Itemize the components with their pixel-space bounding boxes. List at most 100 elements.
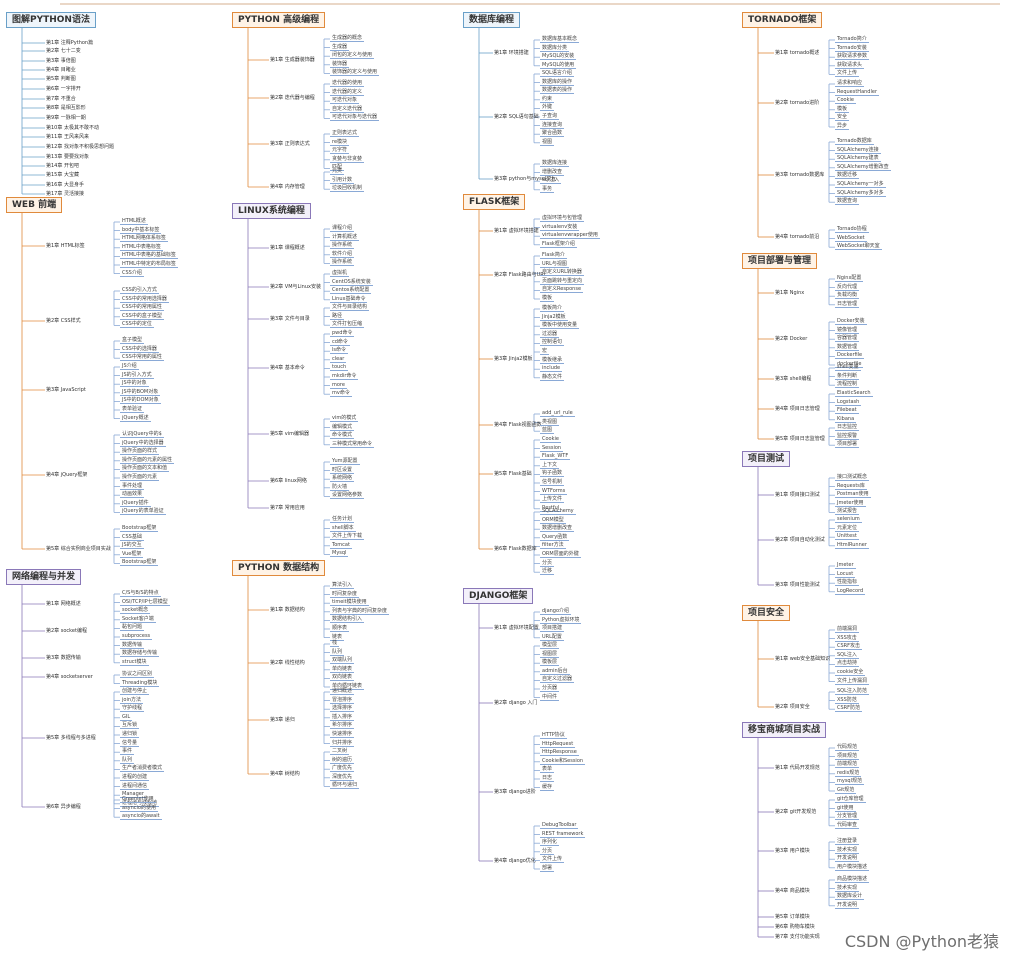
chapter-node[interactable]: 第5章 判断图 bbox=[46, 76, 76, 82]
leaf-node[interactable]: 迭代器的定义 bbox=[330, 88, 365, 96]
leaf-node[interactable]: Vue框架 bbox=[120, 550, 144, 558]
leaf-node[interactable]: 模板层 bbox=[540, 659, 560, 667]
leaf-node[interactable]: 文件与目录结构 bbox=[330, 304, 370, 311]
leaf-node[interactable]: pwd命令 bbox=[330, 330, 355, 337]
leaf-node[interactable]: jQuery概述 bbox=[120, 414, 151, 422]
topic-node[interactable]: 项目部署与管理 bbox=[742, 253, 818, 269]
leaf-node[interactable]: 虚拟机 bbox=[330, 270, 350, 277]
leaf-node[interactable]: CSS中的定位 bbox=[120, 321, 154, 329]
leaf-node[interactable]: 性能指标 bbox=[835, 579, 860, 587]
leaf-node[interactable]: 代码规范 bbox=[835, 744, 860, 751]
leaf-node[interactable]: SQL语言介绍 bbox=[540, 70, 574, 77]
topic-node[interactable]: LINUX系统编程 bbox=[232, 203, 311, 219]
chapter-node[interactable]: 第5章 vim编辑器 bbox=[270, 431, 309, 437]
chapter-node[interactable]: 第2章 迭代器与编程 bbox=[270, 95, 315, 101]
chapter-node[interactable]: 第3章 JavaScript bbox=[46, 387, 86, 393]
chapter-node[interactable]: 第15章 大宝藏 bbox=[46, 172, 79, 178]
leaf-node[interactable]: 进程间通信 bbox=[120, 782, 150, 790]
leaf-node[interactable]: 模板 bbox=[835, 105, 850, 113]
leaf-node[interactable]: Centos系统配置 bbox=[330, 287, 372, 295]
chapter-node[interactable]: 第3章 tornado数据库 bbox=[775, 172, 825, 178]
leaf-node[interactable]: Manager bbox=[120, 791, 146, 799]
chapter-node[interactable]: 第12章 找对象不积极思想问题 bbox=[46, 144, 114, 150]
leaf-node[interactable]: jQuery的表单验证 bbox=[120, 508, 166, 516]
leaf-node[interactable]: 生产者消费者模式 bbox=[120, 765, 165, 773]
chapter-node[interactable]: 第3章 递归 bbox=[270, 717, 295, 723]
leaf-node[interactable]: 安全 bbox=[835, 114, 850, 122]
leaf-node[interactable]: 点击劫持 bbox=[835, 660, 860, 668]
chapter-node[interactable]: 第1章 Nginx bbox=[775, 290, 805, 296]
leaf-node[interactable]: JS中的对象 bbox=[120, 380, 149, 388]
leaf-node[interactable]: 黏包问题 bbox=[120, 624, 145, 632]
leaf-node[interactable]: HTTP协议 bbox=[540, 732, 567, 739]
leaf-node[interactable]: 单向链表 bbox=[330, 665, 355, 673]
leaf-node[interactable]: 数据库的操作 bbox=[540, 78, 575, 86]
leaf-node[interactable]: clear bbox=[330, 355, 347, 363]
leaf-node[interactable]: join方法 bbox=[120, 696, 144, 704]
leaf-node[interactable]: Flask框架介绍 bbox=[540, 240, 577, 248]
leaf-node[interactable]: 防火墙 bbox=[330, 483, 350, 491]
leaf-node[interactable]: 链表 bbox=[330, 633, 345, 641]
leaf-node[interactable]: 异步 bbox=[835, 123, 850, 130]
leaf-node[interactable]: HTML网格体系标签 bbox=[120, 235, 168, 243]
leaf-node[interactable]: CSS基础 bbox=[120, 533, 144, 541]
leaf-node[interactable]: touch bbox=[330, 364, 349, 372]
leaf-node[interactable]: re模块 bbox=[330, 138, 350, 146]
chapter-node[interactable]: 第5章 订单模块 bbox=[775, 914, 810, 920]
leaf-node[interactable]: 文件上传 bbox=[540, 856, 565, 864]
leaf-node[interactable]: 自定义迭代器 bbox=[330, 105, 365, 113]
leaf-node[interactable]: Jmeter使用 bbox=[835, 499, 866, 507]
chapter-node[interactable]: 第6章 一字排开 bbox=[46, 86, 81, 92]
leaf-node[interactable]: Docker安装 bbox=[835, 318, 867, 325]
leaf-node[interactable]: 开发说明 bbox=[835, 901, 860, 909]
leaf-node[interactable]: Jinja2模板 bbox=[540, 313, 568, 321]
leaf-node[interactable]: 控制语句 bbox=[540, 339, 565, 347]
leaf-node[interactable]: mkdir命令 bbox=[330, 373, 359, 380]
chapter-node[interactable]: 第1章 环境搭建 bbox=[494, 50, 529, 56]
leaf-node[interactable]: 宏 bbox=[540, 348, 550, 355]
leaf-node[interactable]: CSRF攻击 bbox=[835, 643, 863, 651]
leaf-node[interactable]: Yum源配置 bbox=[330, 458, 360, 465]
leaf-node[interactable]: 闭包的定义与使用 bbox=[330, 52, 375, 60]
topic-node[interactable]: 网络编程与并发 bbox=[6, 569, 82, 585]
leaf-node[interactable]: selenium bbox=[835, 516, 862, 523]
leaf-node[interactable]: 分支管理 bbox=[835, 813, 860, 821]
leaf-node[interactable]: JS中的BOM对象 bbox=[120, 388, 161, 396]
leaf-node[interactable]: ElasticSearch bbox=[835, 390, 873, 397]
chapter-node[interactable]: 第3章 数据传输 bbox=[46, 655, 81, 661]
chapter-node[interactable]: 第2章 django 入门 bbox=[494, 700, 538, 706]
chapter-node[interactable]: 第10章 太极其不敢不动 bbox=[46, 125, 99, 131]
leaf-node[interactable]: 盒子模型 bbox=[120, 337, 145, 344]
topic-node[interactable]: 项目安全 bbox=[742, 605, 791, 621]
chapter-node[interactable]: 第4章 树结构 bbox=[270, 771, 300, 777]
leaf-node[interactable]: redis规范 bbox=[835, 769, 862, 777]
leaf-node[interactable]: asyncio的使用 bbox=[120, 804, 158, 812]
leaf-node[interactable]: URL配置 bbox=[540, 633, 564, 641]
leaf-node[interactable]: GIL bbox=[120, 713, 133, 721]
leaf-node[interactable]: 元类 bbox=[330, 168, 345, 175]
leaf-node[interactable]: WebSocket bbox=[835, 234, 867, 242]
chapter-node[interactable]: 第3章 事倍图 bbox=[46, 58, 76, 64]
leaf-node[interactable]: 列表与字典的时间复杂度 bbox=[330, 607, 390, 615]
leaf-node[interactable]: 数据库基本概念 bbox=[540, 36, 580, 43]
leaf-node[interactable]: 前端漏洞 bbox=[835, 626, 860, 633]
leaf-node[interactable]: CentOS系统安装 bbox=[330, 278, 373, 286]
leaf-node[interactable]: SQLAlchemy bbox=[540, 508, 576, 515]
leaf-node[interactable]: 时区设置 bbox=[330, 466, 355, 474]
leaf-node[interactable]: HttpResponse bbox=[540, 749, 579, 757]
chapter-node[interactable]: 第4章 目睹业 bbox=[46, 67, 76, 73]
leaf-node[interactable]: 代码审查 bbox=[835, 821, 860, 829]
leaf-node[interactable]: 聚合函数 bbox=[540, 130, 565, 138]
leaf-node[interactable]: HTML中表格标签 bbox=[120, 243, 163, 251]
topic-node[interactable]: 移宝商城项目实战 bbox=[742, 722, 827, 738]
leaf-node[interactable]: SQLAlchemy建表 bbox=[835, 155, 881, 163]
leaf-node[interactable]: Restful bbox=[540, 504, 562, 512]
leaf-node[interactable]: CSRF防范 bbox=[835, 705, 863, 713]
leaf-node[interactable]: CSS介绍 bbox=[120, 269, 144, 277]
leaf-node[interactable]: 数据库设计 bbox=[835, 893, 865, 901]
leaf-node[interactable]: 双端队列 bbox=[330, 657, 355, 665]
leaf-node[interactable]: 生成器 bbox=[330, 43, 350, 51]
chapter-node[interactable]: 第3章 shell编程 bbox=[775, 376, 812, 382]
leaf-node[interactable]: 上传文件 bbox=[540, 496, 565, 504]
chapter-node[interactable]: 第4章 Flask视图函数 bbox=[494, 422, 542, 428]
